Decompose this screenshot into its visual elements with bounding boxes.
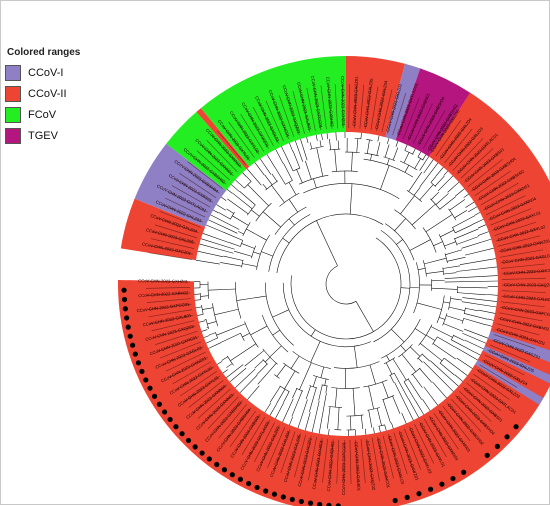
sample-marker bbox=[290, 497, 295, 502]
sample-marker bbox=[504, 434, 509, 439]
legend-item-tgev: TGEV bbox=[5, 127, 115, 144]
sample-marker bbox=[281, 494, 286, 499]
sample-marker bbox=[162, 409, 167, 414]
legend-label-fcov: FCoV bbox=[28, 109, 56, 121]
sample-marker bbox=[485, 453, 490, 458]
tip-label: CCoV-CHN-2023-GXFCG01 bbox=[341, 441, 347, 495]
sample-marker bbox=[513, 424, 518, 429]
legend: Colored ranges CCoV-I CCoV-II FCoV TGEV bbox=[5, 47, 115, 148]
sample-marker bbox=[139, 369, 144, 374]
legend-item-ccov-ii: CCoV-II bbox=[5, 85, 115, 102]
sample-marker bbox=[428, 487, 433, 492]
tip-label: CCoV-CHN-2023-GXHZ01 bbox=[138, 278, 189, 284]
legend-item-fcov: FCoV bbox=[5, 106, 115, 123]
sample-marker bbox=[255, 485, 260, 490]
sample-marker bbox=[214, 462, 219, 467]
sample-marker bbox=[439, 482, 444, 487]
sample-marker bbox=[461, 470, 466, 475]
legend-label-ccov-i: CCoV-I bbox=[28, 67, 63, 79]
tip-label: CCoV-CHN-2023-GXHZ01 bbox=[340, 76, 346, 127]
sample-marker bbox=[128, 334, 133, 339]
legend-label-ccov-ii: CCoV-II bbox=[28, 88, 67, 100]
sample-marker bbox=[136, 360, 141, 365]
sample-marker bbox=[230, 472, 235, 477]
legend-swatch-ccov-i bbox=[5, 65, 21, 81]
sample-marker bbox=[405, 495, 410, 500]
sample-marker bbox=[124, 315, 129, 320]
sample-marker bbox=[157, 402, 162, 407]
sample-marker bbox=[186, 438, 191, 443]
legend-swatch-ccov-ii bbox=[5, 86, 21, 102]
sample-marker bbox=[133, 351, 138, 356]
sample-marker bbox=[246, 481, 251, 486]
sample-marker bbox=[222, 467, 227, 472]
sample-marker bbox=[299, 499, 304, 504]
sample-marker bbox=[416, 491, 421, 496]
legend-item-ccov-i: CCoV-I bbox=[5, 64, 115, 81]
legend-swatch-tgev bbox=[5, 128, 21, 144]
sample-marker bbox=[179, 431, 184, 436]
sample-marker bbox=[121, 288, 126, 293]
sample-marker bbox=[495, 444, 500, 449]
sample-marker bbox=[272, 492, 277, 497]
sample-marker bbox=[238, 477, 243, 482]
sample-marker bbox=[450, 476, 455, 481]
sample-marker bbox=[393, 498, 398, 503]
tip-label: CCoV-CHN-2023-GXQZ02 bbox=[504, 282, 550, 287]
sample-marker bbox=[126, 325, 131, 330]
sample-marker bbox=[130, 343, 135, 348]
legend-title: Colored ranges bbox=[7, 47, 115, 58]
legend-label-tgev: TGEV bbox=[28, 130, 58, 142]
sample-marker bbox=[168, 417, 173, 422]
sample-marker bbox=[122, 297, 127, 302]
sample-marker bbox=[193, 444, 198, 449]
sample-marker bbox=[263, 488, 268, 493]
sample-marker bbox=[152, 394, 157, 399]
legend-swatch-fcov bbox=[5, 107, 21, 123]
sample-marker bbox=[143, 377, 148, 382]
sample-marker bbox=[123, 306, 128, 311]
sample-marker bbox=[147, 386, 152, 391]
sample-marker bbox=[207, 456, 212, 461]
sample-marker bbox=[200, 450, 205, 455]
sample-marker bbox=[173, 424, 178, 429]
